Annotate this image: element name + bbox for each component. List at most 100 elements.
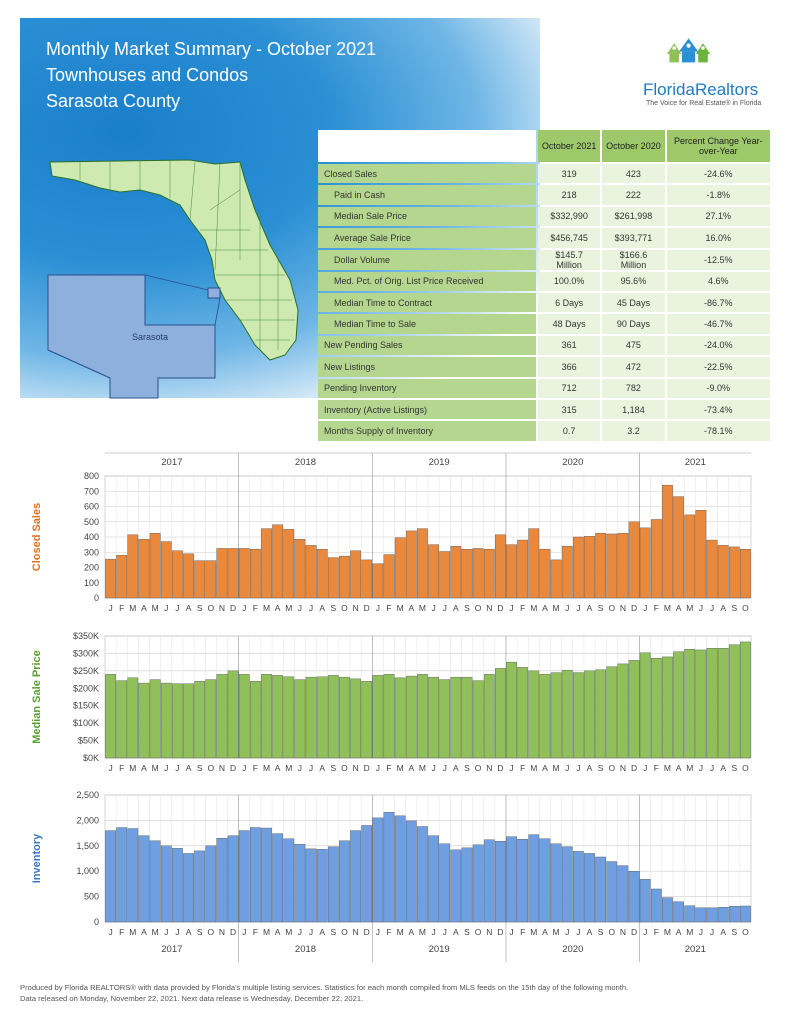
chart-bar [405,530,417,599]
page-title: Monthly Market Summary - October 2021 To… [46,36,376,114]
x-tick-label: F [119,763,124,773]
x-tick-label: O [608,927,615,937]
x-tick-label: J [509,927,513,937]
x-tick-label: M [285,603,292,613]
row-label: Med. Pct. of Orig. List Price Received [318,271,536,291]
x-tick-label: F [654,763,659,773]
chart-bar [127,677,139,759]
x-tick-label: F [253,603,258,613]
chart-bar [160,845,172,923]
chart-bar [483,549,495,599]
x-tick-label: S [330,927,336,937]
chart-bar [394,537,406,599]
x-tick-label: J [565,763,569,773]
sarasota-label: Sarasota [132,332,168,342]
row-value-2020: 222 [602,185,665,205]
chart-bar [327,675,339,759]
chart-bar [439,679,451,759]
x-tick-label: F [520,763,525,773]
chart-bar [249,827,261,923]
row-value-2020: $166.6 Million [602,249,665,270]
x-tick-label: N [486,603,492,613]
x-tick-label: N [219,603,225,613]
chart-bar [294,539,306,599]
x-tick-label: M [686,603,693,613]
chart-bar [428,544,439,599]
chart-bar [327,557,339,599]
row-label: Median Time to Contract [318,292,536,313]
chart-bar [216,548,228,599]
chart-bar [316,549,328,599]
chart-bar [639,879,651,923]
x-tick-label: S [197,763,203,773]
title-line-2: Townhouses and Condos [46,65,249,85]
chart-bar [495,668,506,759]
y-tick-label: 300 [84,547,99,557]
row-value-2020: 45 Days [602,292,665,313]
x-tick-label: N [353,927,359,937]
chart-bar [572,851,584,923]
x-tick-label: M [419,927,426,937]
chart-bar [528,528,540,599]
row-value-2021: $332,990 [538,206,601,227]
x-tick-label: D [230,603,236,613]
y-tick-label: 600 [84,502,99,512]
year-label: 2018 [295,457,316,468]
x-tick-label: J [376,763,380,773]
chart-bar [695,907,707,923]
x-tick-label: A [408,927,414,937]
x-tick-label: D [497,603,503,613]
x-tick-label: A [186,603,192,613]
row-label: Dollar Volume [318,249,536,270]
x-tick-label: O [341,763,348,773]
row-value-2020: $393,771 [602,228,665,248]
chart-bar [550,559,562,599]
x-tick-label: J [699,927,703,937]
x-tick-label: M [129,603,136,613]
chart-bar [639,652,651,759]
year-label: 2021 [685,944,706,955]
chart-bar [662,897,673,923]
chart-bar [127,534,139,599]
summary-header-oct2021: October 2021 [538,130,601,162]
chart-bar [595,669,607,759]
chart-bar [305,848,317,923]
chart-bar [517,539,529,599]
x-tick-label: A [542,603,548,613]
summary-row: Median Time to Sale 48 Days 90 Days -46.7% [318,314,770,334]
chart-bar [261,827,272,923]
row-label: Median Time to Sale [318,314,536,334]
x-tick-label: S [197,927,203,937]
x-tick-label: N [219,763,225,773]
chart-bar [205,845,217,923]
chart-bar [138,539,150,599]
row-pct-change: -9.0% [666,378,770,398]
chart-bar [606,861,618,923]
chart-bar [506,544,517,599]
chart-bar [305,545,317,599]
x-tick-label: S [598,603,604,613]
y-tick-label: $350K [73,631,99,641]
chart-bar [205,679,217,759]
x-tick-label: A [676,603,682,613]
summary-row: Median Sale Price $332,990 $261,998 27.1% [318,206,770,227]
x-tick-label: M [285,927,292,937]
chart-bar [617,865,629,923]
x-tick-label: O [207,763,214,773]
chart-bar [539,549,551,599]
row-value-2020: 475 [602,335,665,356]
row-value-2020: 423 [602,164,665,184]
chart-bar [116,555,128,599]
chart-bar [183,683,194,759]
x-tick-label: J [298,927,302,937]
chart-bar [695,649,707,759]
chart-bar [172,683,183,759]
row-pct-change: -12.5% [666,249,770,270]
x-tick-label: A [453,763,459,773]
chart-bar [684,514,696,599]
summary-table: October 2021 October 2020 Percent Change… [316,128,772,443]
chart-bar [584,853,595,923]
x-tick-label: N [620,763,626,773]
x-tick-label: J [643,603,647,613]
